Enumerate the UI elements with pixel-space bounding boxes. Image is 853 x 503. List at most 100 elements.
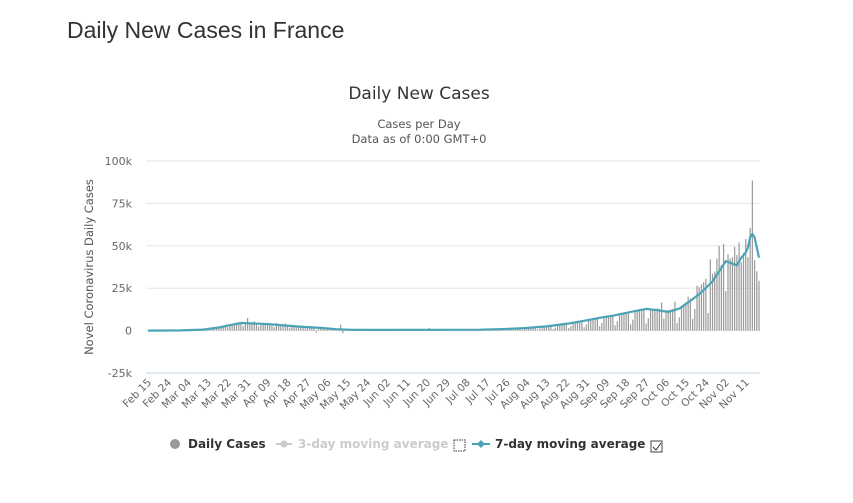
daily-case-bar [295, 326, 297, 331]
daily-case-bar [581, 321, 583, 331]
daily-case-bar [669, 309, 672, 331]
daily-case-bar [579, 321, 581, 331]
daily-case-bar [665, 309, 667, 331]
daily-case-bar [667, 310, 669, 331]
daily-case-bar [630, 324, 632, 331]
daily-case-bar [705, 278, 707, 331]
legend-item-daily-cases[interactable]: Daily Cases [170, 437, 266, 451]
daily-case-bar [238, 323, 240, 331]
daily-case-bar [758, 280, 760, 331]
daily-case-bar [570, 326, 572, 331]
daily-case-bar [227, 327, 229, 331]
daily-case-bar [258, 326, 260, 331]
y-tick-label: 100k [105, 155, 133, 168]
daily-case-bar [297, 326, 300, 331]
daily-case-bar [521, 329, 523, 331]
daily-case-bar [749, 227, 751, 331]
daily-case-bar [720, 265, 722, 331]
daily-case-bar [742, 252, 745, 331]
daily-case-bar [689, 298, 691, 331]
daily-case-bar [658, 308, 660, 331]
legend-marker-daily-cases [170, 439, 180, 449]
check-icon [652, 442, 662, 451]
daily-case-bar [264, 324, 266, 331]
checkbox-3-day-average[interactable] [453, 439, 466, 452]
daily-case-bar [574, 322, 576, 331]
daily-case-bar [253, 321, 255, 331]
daily-case-bar [576, 322, 579, 331]
daily-case-bar [601, 322, 603, 331]
daily-case-bar [636, 310, 638, 331]
daily-case-bar [592, 318, 594, 331]
daily-case-bar [652, 308, 654, 331]
daily-case-bar [641, 309, 643, 331]
daily-case-bar [685, 302, 687, 331]
daily-case-bar [315, 330, 317, 333]
daily-case-bar [545, 326, 548, 331]
daily-case-bar [251, 323, 253, 331]
daily-case-bar [716, 258, 718, 331]
daily-case-bar [734, 246, 736, 331]
daily-case-bar [525, 327, 528, 331]
daily-case-bar [519, 328, 521, 331]
daily-case-bar [674, 301, 676, 331]
daily-case-bar [583, 327, 585, 331]
daily-case-bar [260, 323, 262, 331]
daily-case-bar [229, 324, 231, 331]
daily-case-bar [280, 325, 282, 331]
page-title: Daily New Cases in France [67, 17, 345, 43]
daily-case-bar [656, 308, 658, 331]
daily-case-bar [694, 309, 696, 331]
daily-case-bar [672, 309, 674, 331]
daily-case-bar [506, 330, 508, 331]
daily-case-bar [508, 329, 510, 331]
daily-case-bar [313, 327, 315, 331]
daily-case-bar [282, 325, 284, 331]
daily-case-bar [275, 322, 277, 331]
chart-subtitle-line-2: Data as of 0:00 GMT+0 [352, 132, 487, 146]
daily-case-bar [273, 327, 275, 331]
daily-case-bar [632, 319, 634, 331]
legend-item-3-day-average[interactable]: 3-day moving average [276, 437, 448, 451]
daily-case-bar [278, 325, 280, 331]
daily-case-bar [289, 327, 291, 331]
daily-case-bar [634, 311, 636, 331]
daily-case-bar [306, 327, 308, 331]
daily-case-bar [747, 257, 749, 331]
daily-case-bar [638, 310, 641, 331]
daily-case-bar [616, 321, 618, 331]
daily-case-bar [623, 312, 625, 331]
daily-case-bar [649, 308, 652, 331]
daily-case-bar [554, 327, 556, 331]
legend-label-3-day-average: 3-day moving average [298, 437, 448, 451]
daily-case-bar [727, 254, 729, 331]
daily-case-bar [722, 244, 725, 331]
daily-case-bar [603, 316, 605, 331]
daily-case-bar [534, 327, 537, 331]
daily-case-bar [645, 323, 647, 331]
daily-case-bar [244, 323, 247, 331]
daily-case-bar [255, 323, 258, 331]
daily-case-bar [231, 324, 233, 331]
daily-case-bar [698, 287, 700, 331]
daily-case-bar [541, 326, 543, 331]
checkbox-7-day-average[interactable] [650, 440, 663, 453]
daily-case-bar [660, 302, 663, 331]
daily-case-bar [317, 327, 320, 331]
daily-case-bar [242, 326, 244, 331]
daily-case-bar [711, 273, 714, 331]
daily-case-bar [587, 319, 590, 331]
y-tick-label: 75k [112, 197, 133, 210]
legend-item-7-day-average[interactable]: 7-day moving average [472, 437, 645, 451]
daily-case-bar [222, 325, 224, 331]
daily-case-bar [753, 260, 756, 331]
legend-label-7-day-average: 7-day moving average [495, 437, 645, 451]
daily-case-bar [756, 271, 758, 331]
daily-case-bar [596, 317, 598, 331]
daily-case-bar [220, 326, 222, 331]
daily-case-bar [342, 330, 344, 334]
daily-cases-bars [147, 180, 760, 334]
daily-case-bar [559, 324, 561, 331]
daily-case-bar [654, 308, 656, 331]
